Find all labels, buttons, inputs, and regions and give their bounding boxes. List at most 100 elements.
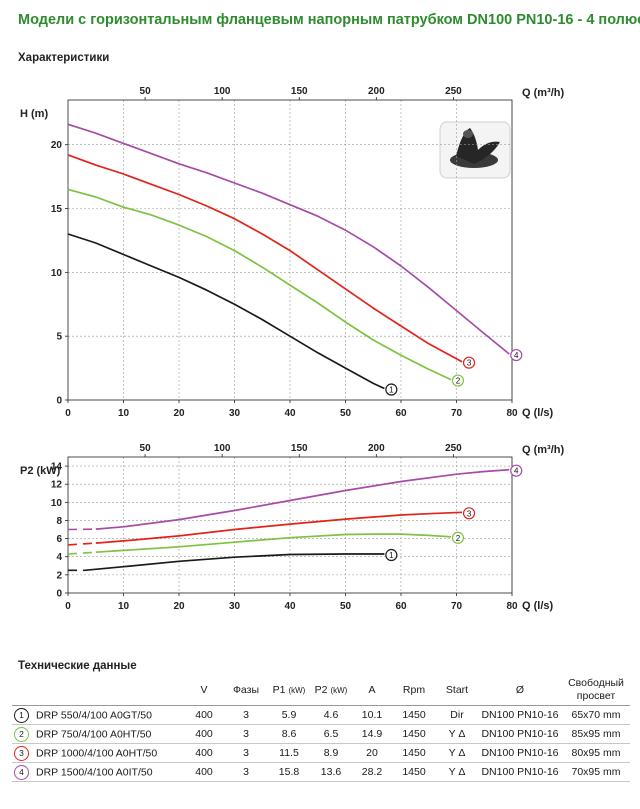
cell-a: 14.9 (352, 724, 392, 744)
series-4-marker (510, 348, 523, 362)
col-p2: P2 (kW) (310, 675, 352, 706)
x2-axis-label: Q (m³/h) (522, 444, 564, 456)
y-axis-label: P2 (kW) (20, 465, 61, 477)
model-name: DRP 1000/4/100 A0HT/50 (36, 746, 158, 759)
cell-rpm: 1450 (392, 705, 436, 725)
cell-phase: 3 (224, 743, 268, 763)
x2-tick-label: 50 (140, 443, 152, 454)
x-tick-label: 40 (284, 408, 296, 419)
cell-passage: 70x95 mm (562, 762, 630, 782)
section-technical-data: Технические данные (18, 660, 137, 672)
cell-p2: 13.6 (310, 762, 352, 782)
cell-passage: 65x70 mm (562, 705, 630, 725)
col-amps: A (352, 675, 392, 706)
cell-rpm: 1450 (392, 724, 436, 744)
x-tick-label: 0 (65, 408, 71, 419)
series-3-marker (462, 356, 476, 369)
cell-rpm: 1450 (392, 762, 436, 782)
series-1-line (67, 233, 385, 390)
series-3-marker-label: 3 (467, 509, 472, 518)
y-tick-label: 6 (56, 534, 62, 545)
cell-dia: DN100 PN10-16 (478, 724, 562, 744)
model-cell: 1 DRP 550/4/100 A0GT/50 (12, 705, 184, 725)
cell-dia: DN100 PN10-16 (478, 743, 562, 763)
y-tick-label: 0 (56, 396, 62, 407)
y-tick-label: 8 (56, 516, 62, 527)
cell-start: Y Δ (436, 762, 478, 782)
page-title: Модели с горизонтальным фланцевым напорн… (18, 12, 640, 28)
x2-axis-label: Q (m³/h) (522, 87, 564, 99)
x-axis-label: Q (l/s) (522, 600, 554, 612)
series-4-marker-label: 4 (514, 351, 519, 360)
col-start: Start (436, 675, 478, 706)
x-tick-label: 50 (340, 408, 352, 419)
series-4-marker-label: 4 (514, 467, 519, 476)
col-diameter: Ø (478, 675, 562, 706)
series-4-line (95, 468, 510, 530)
cell-v: 400 (184, 724, 224, 744)
y-tick-label: 2 (56, 570, 62, 581)
series-3-line (67, 154, 463, 363)
model-number-badge: 2 (14, 726, 29, 742)
y-tick-label: 10 (51, 268, 63, 279)
model-number-badge: 1 (14, 707, 29, 723)
y-tick-label: 12 (51, 480, 63, 491)
series-3-marker (462, 507, 476, 520)
cell-a: 28.2 (352, 762, 392, 782)
series-2-marker (451, 531, 465, 544)
series-1-marker-label: 1 (389, 386, 394, 395)
x-axis-label: Q (l/s) (522, 407, 554, 419)
cell-phase: 3 (224, 705, 268, 725)
x-tick-label: 10 (118, 601, 130, 612)
table-header-row: V Фазы P1 (kW) P2 (kW) A Rpm Start Ø Сво… (12, 675, 630, 706)
series-3-marker-label: 3 (467, 359, 472, 368)
x-tick-label: 70 (451, 601, 463, 612)
cell-p2: 8.9 (310, 743, 352, 763)
x2-tick-label: 100 (214, 86, 231, 97)
cell-a: 20 (352, 743, 392, 763)
cell-p2: 6.5 (310, 724, 352, 744)
model-name: DRP 750/4/100 A0HT/50 (36, 727, 152, 740)
col-rpm: Rpm (392, 675, 436, 706)
series-2-dashed-start (67, 551, 96, 555)
model-cell: 4 DRP 1500/4/100 A0IT/50 (12, 762, 184, 782)
cell-p2: 4.6 (310, 705, 352, 725)
y-tick-label: 14 (51, 462, 63, 473)
x2-tick-label: 200 (368, 443, 385, 454)
cell-rpm: 1450 (392, 743, 436, 763)
cell-start: Y Δ (436, 743, 478, 763)
x-tick-label: 60 (395, 601, 407, 612)
series-2-marker-label: 2 (456, 534, 461, 543)
series-1-line (84, 553, 385, 572)
cell-phase: 3 (224, 724, 268, 744)
col-p1: P1 (kW) (268, 675, 310, 706)
table-row: 1 DRP 550/4/100 A0GT/50 400 3 5.9 4.6 10.1 1450… (12, 705, 630, 725)
model-cell: 2 DRP 750/4/100 A0HT/50 (12, 724, 184, 744)
y-tick-label: 0 (56, 589, 62, 600)
cell-start: Y Δ (436, 724, 478, 744)
model-name: DRP 1500/4/100 A0IT/50 (36, 765, 153, 778)
series-2-line (95, 533, 452, 554)
model-name: DRP 550/4/100 A0GT/50 (36, 708, 152, 721)
x-tick-label: 20 (173, 408, 185, 419)
x2-tick-label: 150 (291, 86, 308, 97)
x-tick-label: 30 (229, 601, 241, 612)
series-1-marker (385, 383, 398, 396)
series-4-line (67, 123, 510, 355)
section-characteristics: Характеристики (18, 52, 110, 64)
x-tick-label: 10 (118, 408, 130, 419)
x-tick-label: 80 (506, 408, 518, 419)
model-cell: 3 DRP 1000/4/100 A0HT/50 (12, 743, 184, 763)
table-row: 3 DRP 1000/4/100 A0HT/50 400 3 11.5 8.9 20 1450… (12, 743, 630, 763)
impeller-image (439, 121, 511, 179)
series-1-marker (385, 548, 398, 562)
cell-v: 400 (184, 762, 224, 782)
cell-passage: 80x95 mm (562, 743, 630, 763)
cell-passage: 85x95 mm (562, 724, 630, 744)
x-tick-label: 50 (340, 601, 352, 612)
table-row: 4 DRP 1500/4/100 A0IT/50 400 3 15.8 13.6 28.2 1… (12, 762, 630, 782)
cell-v: 400 (184, 743, 224, 763)
y-tick-label: 10 (51, 498, 63, 509)
